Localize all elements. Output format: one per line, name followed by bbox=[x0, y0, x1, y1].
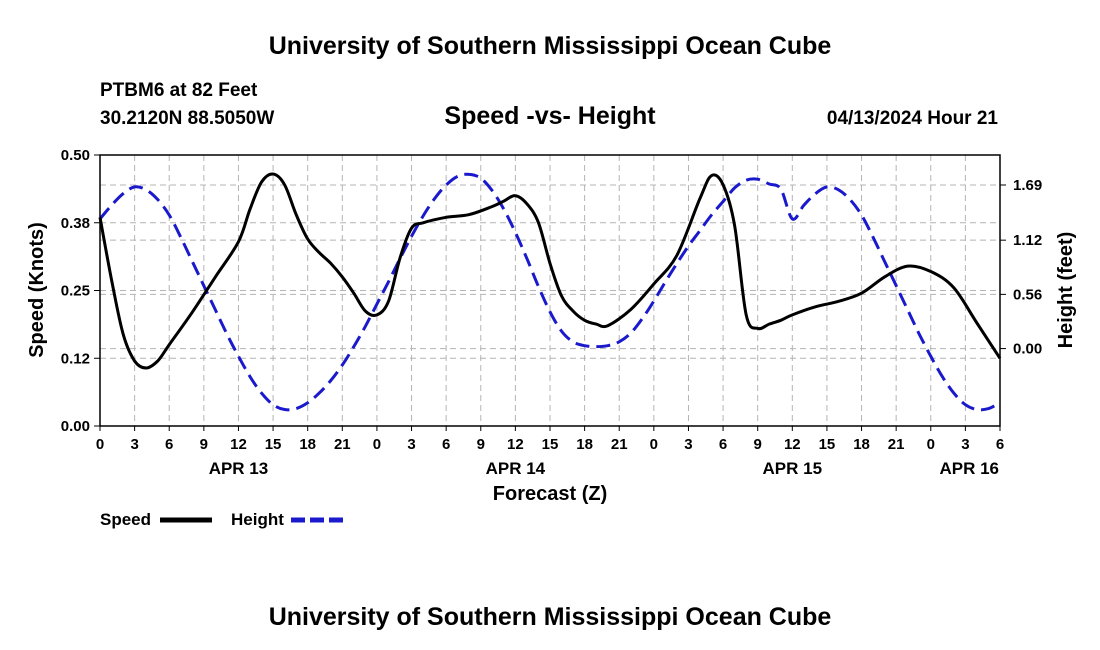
y-left-tick-label: 0.38 bbox=[61, 215, 90, 232]
y-right-tick-label: 1.12 bbox=[1013, 232, 1042, 249]
x-tick-label: 3 bbox=[130, 436, 138, 453]
x-tick-label: 15 bbox=[265, 436, 282, 453]
legend-speed-label: Speed bbox=[100, 510, 151, 529]
x-tick-label: 12 bbox=[784, 436, 801, 453]
y-right-tick-label: 0.00 bbox=[1013, 341, 1042, 358]
x-tick-label: 6 bbox=[442, 436, 450, 453]
x-tick-label: 9 bbox=[477, 436, 485, 453]
x-tick-label: 9 bbox=[200, 436, 208, 453]
y-right-tick-label: 1.69 bbox=[1013, 177, 1042, 194]
x-tick-label: 15 bbox=[542, 436, 559, 453]
x-tick-label: 0 bbox=[927, 436, 935, 453]
series-layer bbox=[98, 172, 1002, 412]
x-tick-label: 6 bbox=[165, 436, 173, 453]
legend-height-label: Height bbox=[231, 510, 284, 529]
x-tick-label: 21 bbox=[888, 436, 905, 453]
y-left-tick-label: 0.25 bbox=[61, 283, 90, 300]
x-tick-label: 3 bbox=[407, 436, 415, 453]
grid bbox=[100, 154, 1000, 426]
x-tick-label: 21 bbox=[611, 436, 628, 453]
x-axis-label: Forecast (Z) bbox=[493, 483, 607, 505]
series-line-speed bbox=[98, 172, 1002, 370]
y-right-tick-label: 0.56 bbox=[1013, 286, 1042, 303]
date-label: APR 13 bbox=[209, 459, 269, 478]
chart-title: Speed -vs- Height bbox=[444, 102, 656, 130]
x-tick-label: 15 bbox=[819, 436, 836, 453]
x-tick-label: 3 bbox=[684, 436, 692, 453]
x-tick-label: 18 bbox=[853, 436, 870, 453]
y-left-tick-label: 0.50 bbox=[61, 147, 90, 164]
legend: Speed Height bbox=[100, 510, 343, 529]
footer-title: University of Southern Mississippi Ocean… bbox=[269, 603, 832, 631]
date-label: APR 16 bbox=[939, 459, 999, 478]
date-label: APR 14 bbox=[486, 459, 546, 478]
axes: 0 3 6 9 12 15 18 21 0 3 6 9 12 15 18 21 0 3 6 9 12 15 18 21 0 3 6 A… bbox=[61, 147, 1042, 478]
y-right-axis-label: Height (feet) bbox=[1055, 232, 1077, 349]
main-title: University of Southern Mississippi Ocean… bbox=[269, 32, 832, 60]
x-tick-label: 21 bbox=[334, 436, 351, 453]
x-tick-label: 12 bbox=[507, 436, 524, 453]
x-tick-label: 6 bbox=[719, 436, 727, 453]
x-tick-label: 9 bbox=[754, 436, 762, 453]
forecast-datetime: 04/13/2024 Hour 21 bbox=[827, 108, 999, 129]
x-tick-label: 12 bbox=[230, 436, 247, 453]
y-left-axis-label: Speed (Knots) bbox=[26, 222, 48, 358]
series-line-height bbox=[98, 172, 1001, 412]
station-label: PTBM6 at 82 Feet bbox=[100, 80, 258, 101]
x-tick-label: 0 bbox=[650, 436, 658, 453]
y-left-tick-label: 0.00 bbox=[61, 418, 90, 435]
x-tick-label: 0 bbox=[373, 436, 381, 453]
date-label: APR 15 bbox=[763, 459, 823, 478]
y-left-tick-label: 0.12 bbox=[61, 350, 90, 367]
x-tick-label: 3 bbox=[961, 436, 969, 453]
x-tick-label: 6 bbox=[996, 436, 1004, 453]
x-tick-label: 18 bbox=[299, 436, 316, 453]
x-tick-label: 0 bbox=[96, 436, 104, 453]
station-coords: 30.2120N 88.5050W bbox=[100, 108, 274, 129]
x-tick-label: 18 bbox=[576, 436, 593, 453]
